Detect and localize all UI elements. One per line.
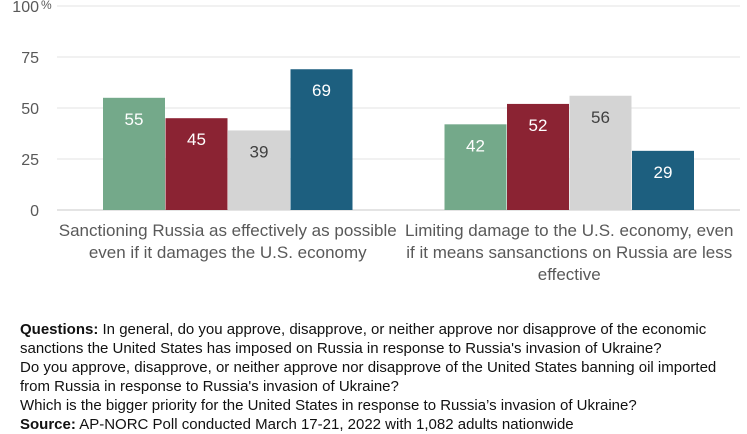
data-label: 55 — [125, 110, 144, 129]
bar-chart: 0 25 50 75 100 % 55 45 39 69 42 52 56 29 — [12, 0, 740, 220]
bar — [103, 97, 165, 210]
data-label: 56 — [591, 108, 610, 127]
questions-note: Questions: In general, do you approve, d… — [20, 320, 742, 358]
question-2-text: Do you approve, disapprove, or neither a… — [20, 359, 717, 395]
question-1-text: In general, do you approve, disapprove, … — [20, 321, 707, 357]
bar — [632, 150, 694, 210]
chart-notes: Questions: In general, do you approve, d… — [20, 320, 742, 434]
source-text: AP-NORC Poll conducted March 17-21, 2022… — [79, 416, 574, 433]
y-tick-label: 0 — [30, 203, 39, 220]
data-label: 69 — [312, 81, 331, 100]
data-label: 39 — [250, 142, 269, 161]
questions-label: Questions: — [20, 321, 99, 338]
bar — [290, 69, 353, 211]
y-tick-label: 75 — [21, 50, 39, 67]
y-tick-label: 100 — [12, 0, 39, 16]
y-tick-label: 25 — [21, 152, 39, 169]
y-tick-label: 50 — [21, 101, 39, 118]
y-unit-label: % — [41, 0, 52, 12]
question-3-text: Which is the bigger priority for the Uni… — [20, 397, 637, 414]
bar — [228, 130, 290, 210]
bar — [165, 118, 228, 210]
source-note: Source: AP-NORC Poll conducted March 17-… — [20, 415, 742, 434]
source-label: Source: — [20, 416, 76, 433]
data-label: 45 — [187, 130, 206, 149]
bar — [444, 124, 507, 210]
bar — [569, 95, 632, 210]
bar — [507, 103, 569, 210]
x-category-label: Sanctioning Russia as effectively as pos… — [58, 221, 397, 262]
data-label: 42 — [466, 136, 485, 155]
data-label: 52 — [529, 116, 548, 135]
data-label: 29 — [654, 163, 673, 182]
x-category-label: Limiting damage to the U.S. economy, eve… — [404, 221, 734, 284]
